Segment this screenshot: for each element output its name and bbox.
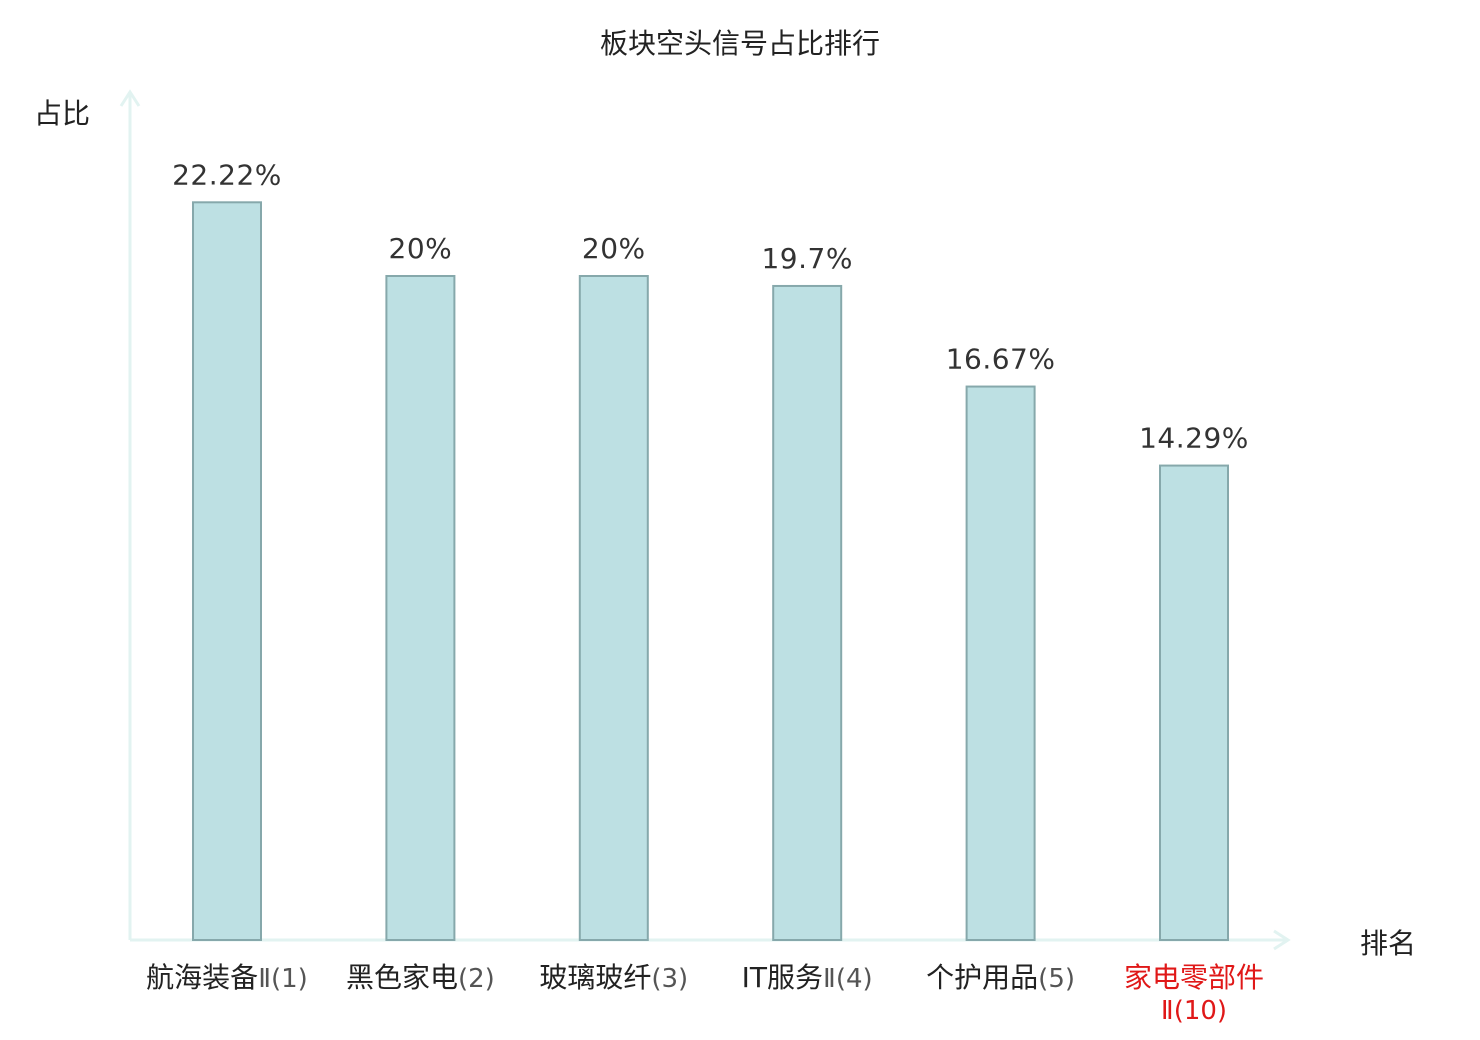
value-label: 20%	[389, 232, 453, 265]
category-rank: (3)	[651, 964, 689, 994]
category-name: IT服务	[741, 961, 824, 994]
value-label: 14.29%	[1139, 422, 1249, 455]
category-name: 个护用品	[926, 961, 1039, 994]
category-label: 黑色家电(2)	[320, 962, 520, 995]
category-rank: (2)	[457, 964, 495, 994]
bar	[385, 275, 456, 941]
category-rank: Ⅱ(1)	[258, 964, 308, 994]
bar	[1159, 464, 1229, 941]
category-name: 玻璃玻纤	[539, 961, 652, 994]
category-label: IT服务Ⅱ(4)	[707, 962, 907, 995]
category-label: 个护用品(5)	[901, 962, 1101, 995]
bars	[192, 201, 1229, 941]
chart-title: 板块空头信号占比排行	[599, 27, 880, 60]
category-name: 航海装备	[146, 961, 259, 994]
value-label: 20%	[582, 232, 646, 265]
bar	[772, 284, 843, 941]
y-axis-arrow	[119, 89, 141, 107]
category-rank: Ⅱ(4)	[823, 964, 873, 994]
bar	[192, 201, 262, 941]
axes	[119, 89, 1291, 951]
x-axis-label: 排名	[1360, 927, 1417, 960]
value-label: 22.22%	[172, 158, 282, 191]
category-label: 家电零部件Ⅱ(10)	[1094, 962, 1294, 1027]
value-label: 19.7%	[761, 242, 852, 275]
category-label: 航海装备Ⅱ(1)	[127, 962, 327, 995]
x-axis-arrow	[1273, 929, 1291, 951]
category-rank: (5)	[1038, 964, 1076, 994]
value-labels: 22.22% 20% 20% 19.7% 16.67% 14.29%	[172, 158, 1249, 455]
category-rank: Ⅱ(10)	[1160, 996, 1228, 1026]
category-name: 黑色家电	[345, 961, 458, 994]
bar	[965, 385, 1036, 941]
value-label: 16.67%	[946, 343, 1056, 376]
category-name: 家电零部件	[1123, 961, 1264, 994]
category-label: 玻璃玻纤(3)	[514, 962, 714, 995]
y-axis-label: 占比	[34, 97, 91, 130]
bar	[578, 275, 649, 941]
